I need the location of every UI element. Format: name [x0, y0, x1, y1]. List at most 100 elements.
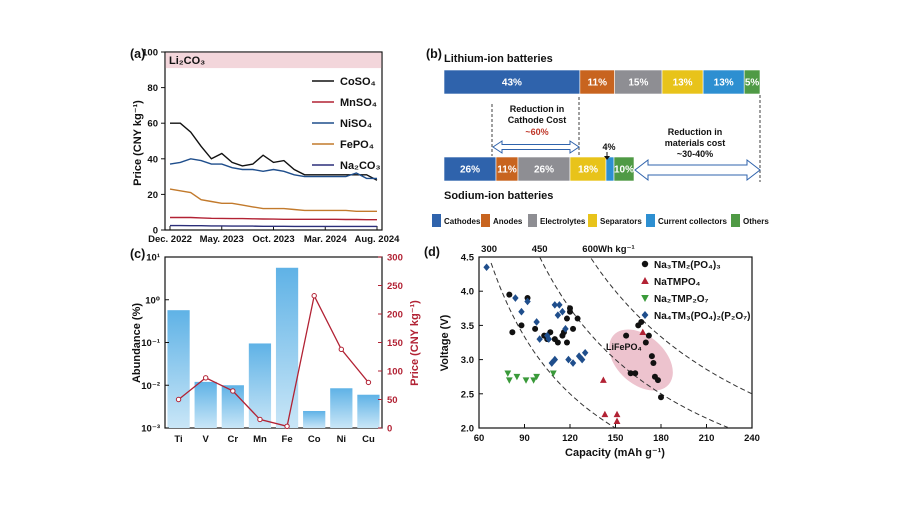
materials-reduction-line1: Reduction in	[668, 127, 723, 137]
li-bar-segment-5	[743, 69, 761, 95]
panel-d-energy-curve-300	[490, 262, 616, 429]
panel-d-point-s0-16	[570, 325, 577, 332]
panel-a-x-ticks: Dec. 2022 May. 2023 Oct. 2023 Mar. 2024 Aug.…	[148, 226, 400, 245]
li-bar-segment-label-0: 43%	[502, 78, 522, 89]
panel-d-point-s3-19	[548, 359, 555, 367]
panel-c-right-ticks: 0 50 100 150 200 250 300	[378, 253, 403, 435]
panel-c-x-tick-label-Cr: Cr	[228, 434, 239, 445]
panel-a-legend-label-2: NiSO₄	[340, 118, 372, 130]
panel-c-price-point-Fe	[284, 423, 290, 429]
panel-c-x-tick-label-Mn: Mn	[253, 434, 267, 445]
panel-c-price-point-Ni	[338, 346, 345, 353]
panel-c-bar-Ni	[330, 388, 353, 428]
panel-d-energy-labels: 300 450 600	[481, 244, 598, 255]
panel-d-point-s2-2	[513, 373, 521, 381]
panel-d-point-s0-29	[658, 394, 664, 401]
panel-c-x-tick-label-Ti: Ti	[174, 434, 182, 445]
panel-b-legend-label-1: Anodes	[493, 217, 523, 226]
panel-a-x-tick-label: Mar. 2024	[304, 234, 347, 245]
na-bar-segment-label-5: 10%	[614, 165, 634, 176]
panel-c-x-tick-label-Fe: Fe	[282, 434, 293, 445]
panel-d-legend-marker-1	[641, 277, 649, 284]
panel-c-right-tick-label: 250	[387, 281, 403, 292]
na-bar-segment-3	[569, 156, 607, 182]
panel-d-x-tick-label: 60	[474, 433, 485, 444]
panel-a-y-tick-label: 0	[153, 226, 158, 237]
panel-a-y-tick-label: 60	[147, 119, 158, 130]
panel-d-wh-unit: Wh kg⁻¹	[598, 244, 635, 255]
cathode-reduction-line1: Reduction in	[510, 104, 565, 114]
panel-d-point-s0-17	[574, 315, 581, 322]
panel-d-point-s3-11	[559, 307, 566, 316]
panel-d-legend-marker-3	[641, 311, 649, 319]
panel-d-x-ticks: 60 90 120 150 180 210 240	[474, 424, 760, 444]
panel-a-series-line-1	[170, 216, 377, 221]
panel-d-energy-label-450: 450	[532, 244, 548, 255]
current-collector-4pct: 4%	[602, 142, 615, 152]
panel-b-legend-label-4: Current collectors	[658, 217, 727, 226]
li-bar-segment-1	[579, 69, 615, 95]
panel-d-y-tick-label: 4.5	[461, 253, 475, 264]
panel-d-point-s0-24	[645, 332, 652, 339]
panel-d-point-s0-13	[563, 315, 570, 322]
panel-d-point-s0-23	[642, 339, 649, 346]
panel-a: (a) Li₂CO₃ 0 20 40 60 80 100 Dec. 2022 May. 20…	[130, 47, 400, 245]
panel-d-point-s3-4	[533, 318, 540, 326]
panel-b-legend: Cathodes Anodes Electrolytes Separators Curr…	[432, 214, 769, 227]
panel-d-energy-label-300: 300	[481, 244, 497, 255]
panel-b-legend-label-5: Others	[743, 217, 769, 226]
panel-d-point-s3-12	[562, 325, 569, 333]
panel-d-point-s1-3	[613, 417, 621, 424]
panel-d-point-s0-22	[638, 318, 645, 325]
panel-d-point-s3-10	[556, 301, 563, 309]
panel-a-y-tick-label: 100	[142, 48, 158, 59]
panel-d-ylabel: Voltage (V)	[439, 314, 451, 371]
panel-c-price-point-Cr	[230, 388, 236, 394]
panel-d-legend-label-3: Na₄TM₃(PO₄)₂(P₂O₇)	[654, 311, 750, 322]
panel-c-right-tick-label: 100	[387, 367, 403, 378]
panel-b-legend-label-2: Electrolytes	[540, 217, 586, 226]
panel-d-x-tick-label: 180	[653, 433, 669, 444]
panel-d-point-s2-4	[530, 377, 537, 384]
panel-d-x-tick-label: 210	[699, 433, 715, 444]
panel-c-right-tick-label: 0	[387, 424, 392, 435]
panel-d-point-s2-6	[549, 370, 557, 377]
panel-b-legend-swatch-5	[731, 214, 740, 227]
panel-a-y-tick-label: 20	[147, 190, 158, 201]
panel-d-point-s3-2	[518, 307, 525, 316]
panel-b-legend-swatch-3	[588, 214, 597, 227]
panel-d-point-s0-19	[627, 370, 634, 377]
panel-b: (b) Lithium-ion batteries 43% 11% 15% 13% 13…	[426, 47, 769, 227]
panel-d-point-s1-4	[639, 328, 647, 336]
panel-d-point-s0-4	[532, 325, 539, 332]
panel-b-legend-label-0: Cathodes	[444, 217, 481, 226]
panel-a-legend-label-3: FePO₄	[340, 139, 374, 151]
panel-a-x-tick-label: Aug. 2024	[355, 234, 401, 245]
panel-b-li-title: Lithium-ion batteries	[444, 53, 553, 65]
panel-c-price-polyline	[178, 293, 369, 428]
panel-c-price-point-Cu	[365, 379, 372, 386]
panel-c-left-tick-label: 10¹	[146, 253, 160, 264]
panel-a-li2co3-band	[165, 52, 382, 69]
panel-d-y-tick-label: 2.0	[461, 424, 474, 435]
panel-a-y-ticks: 0 20 40 60 80 100	[142, 48, 165, 237]
panel-d-y-tick-label: 3.0	[461, 355, 474, 366]
na-bar-segment-label-2: 26%	[534, 165, 554, 176]
panel-d-x-tick-label: 90	[519, 433, 530, 444]
panel-d-x-tick-label: 120	[562, 433, 578, 444]
li-bar-segment-label-2: 15%	[628, 78, 648, 89]
panel-a-legend-label-4: Na₂CO₃	[340, 160, 381, 172]
panel-a-label: (a)	[130, 47, 145, 61]
panel-b-na-bar: 26% 11% 26% 18% 10%	[443, 156, 635, 182]
panel-d-y-tick-label: 4.0	[461, 287, 474, 298]
panel-d-point-s0-1	[509, 329, 516, 336]
panel-d-point-s3-5	[536, 335, 543, 343]
panel-a-y-tick-label: 80	[147, 83, 158, 94]
panel-d-legend: Na₃TM₂(PO₄)₃ NaTMPO₄ Na₂TMP₂O₇ Na₄TM₃(PO₄)₂…	[641, 260, 750, 322]
panel-c-bar-Ti	[167, 310, 190, 428]
panel-c: (c) 10⁻³ 10⁻² 10⁻¹ 10⁰ 10¹ 0 50 100 150 200 250 30…	[130, 247, 421, 445]
lifepo4-label: LiFePO₄	[606, 342, 642, 352]
panel-c-bars	[167, 267, 380, 428]
panel-d-point-s0-9	[554, 339, 561, 346]
panel-a-legend-label-0: CoSO₄	[340, 76, 376, 88]
